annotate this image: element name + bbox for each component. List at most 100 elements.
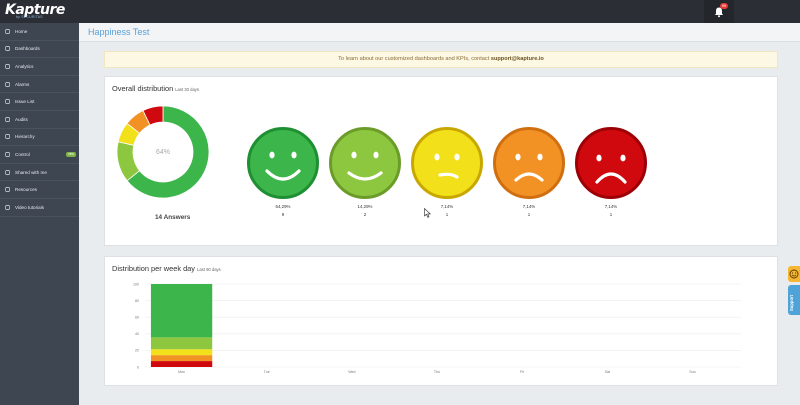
face-count: 9 xyxy=(281,212,285,217)
sidebar-item-label: Audits xyxy=(15,116,28,122)
bar-segment[interactable] xyxy=(150,355,213,362)
sidebar-item-label: Analytics xyxy=(15,63,34,69)
sidebar-item-control[interactable]: Control new xyxy=(0,146,79,164)
x-tick-label: Tue xyxy=(264,370,270,374)
notice-text: To learn about our customized dashboards… xyxy=(338,56,491,62)
sidebar-item-label: Resources xyxy=(15,187,37,193)
very-sad-face-icon[interactable] xyxy=(575,127,647,199)
info-notice: To learn about our customized dashboards… xyxy=(104,51,778,68)
sidebar-item-label: Video tutorials xyxy=(15,204,45,210)
face-percentage: 64,29% xyxy=(275,204,291,209)
sidebar-item-label: Dashboards xyxy=(15,46,40,52)
face-count: 1 xyxy=(445,212,449,217)
weekday-bar-chart: 0 20 40 60 80 100 Mon Tue Wed Thu Fri Sat Sun xyxy=(133,282,741,374)
bar-segment[interactable] xyxy=(150,349,213,356)
control-icon xyxy=(5,152,10,157)
answers-count: 14 Answers xyxy=(155,214,191,221)
face-column: 14,29% 2 xyxy=(325,127,405,217)
donut-chart: 64% xyxy=(116,105,210,199)
sidebar-item-home[interactable]: Home xyxy=(0,23,79,41)
bar-segment[interactable] xyxy=(150,284,213,338)
bell-icon xyxy=(715,7,723,17)
sidebar-item-hierarchy[interactable]: Hierarchy xyxy=(0,129,79,147)
sidebar-item-label: Hierarchy xyxy=(15,134,35,140)
happy-face-icon[interactable] xyxy=(329,127,401,199)
notification-badge: 99 xyxy=(720,3,728,9)
y-tick-label: 60 xyxy=(135,316,139,320)
face-count: 1 xyxy=(527,212,531,217)
list-icon xyxy=(5,99,10,104)
donut-slice[interactable] xyxy=(126,105,210,199)
bar-segment[interactable] xyxy=(150,361,213,367)
weekday-distribution-subtitle: Last 90 days xyxy=(196,267,221,272)
sad-face-icon[interactable] xyxy=(493,127,565,199)
alarm-icon xyxy=(5,81,10,87)
app-logo-subtitle: by SECURITAS xyxy=(16,15,43,19)
sidebar-item-video-tutorials[interactable]: Video tutorials xyxy=(0,199,79,217)
sidebar-item-shared-with-me[interactable]: Shared with me xyxy=(0,164,79,182)
card-title-text: Overall distribution xyxy=(112,84,174,93)
mouse-cursor-icon xyxy=(424,208,432,218)
hierarchy-icon xyxy=(5,134,10,140)
sidebar-item-label: Issue List xyxy=(15,99,35,105)
page-title: Happiness Test xyxy=(88,27,150,37)
face-percentage: 7,14% xyxy=(604,204,618,209)
face-percentage: 7,14% xyxy=(522,204,536,209)
face-count: 1 xyxy=(609,212,613,217)
y-tick-label: 40 xyxy=(135,332,139,336)
x-tick-label: Mon xyxy=(178,370,185,374)
sidebar-item-alarms[interactable]: Alarms xyxy=(0,76,79,94)
face-column: 64,29% 9 xyxy=(243,127,323,217)
weekday-distribution-title: Distribution per week day Last 90 days xyxy=(112,264,221,273)
face-count: 2 xyxy=(363,212,367,217)
y-tick-label: 80 xyxy=(135,299,139,303)
y-tick-label: 20 xyxy=(135,349,139,353)
donut-slice[interactable] xyxy=(142,105,164,126)
chart-icon xyxy=(5,46,10,52)
sidebar-item-label: Home xyxy=(15,28,28,34)
face-column: 7,14% 1 xyxy=(571,127,651,217)
app-logo[interactable]: Kapture xyxy=(5,2,65,18)
sidebar-item-analytics[interactable]: Analytics xyxy=(0,58,79,76)
sidebar-item-label: Shared with me xyxy=(15,169,47,175)
y-tick-label: 0 xyxy=(137,365,139,369)
face-column: 7,14% 1 xyxy=(407,127,487,217)
page-header: Happiness Test xyxy=(79,23,800,42)
weekday-distribution-card: Distribution per week day Last 90 days 0 2… xyxy=(104,256,778,386)
sidebar-item-dashboards[interactable]: Dashboards xyxy=(0,41,79,59)
card-title-text: Distribution per week day xyxy=(112,264,195,273)
y-tick-label: 100 xyxy=(133,282,139,286)
top-bar: Kapture by SECURITAS 99 xyxy=(0,0,800,23)
support-label: Support xyxy=(789,294,794,311)
video-icon xyxy=(5,204,10,210)
sidebar-item-issue-list[interactable]: Issue List xyxy=(0,93,79,111)
x-tick-label: Sun xyxy=(689,370,695,374)
bar-segment[interactable] xyxy=(150,337,213,350)
support-tab[interactable]: Support xyxy=(788,285,800,315)
overall-distribution-card: Overall distribution Last 30 days 64% 14 … xyxy=(104,76,778,246)
face-column: 7,14% 1 xyxy=(489,127,569,217)
audit-icon xyxy=(5,116,10,122)
notifications-button[interactable]: 99 xyxy=(704,0,734,23)
smile-icon xyxy=(789,269,799,279)
sidebar-item-label: Alarms xyxy=(15,81,30,87)
x-tick-label: Sat xyxy=(605,370,610,374)
sidebar-item-label: Control xyxy=(15,151,30,157)
new-badge: new xyxy=(66,152,76,158)
home-icon xyxy=(5,28,10,34)
sidebar-item-audits[interactable]: Audits xyxy=(0,111,79,129)
face-percentage: 7,14% xyxy=(440,204,454,209)
share-icon xyxy=(5,169,10,175)
very-happy-face-icon[interactable] xyxy=(247,127,319,199)
resources-icon xyxy=(5,187,10,192)
overall-distribution-subtitle: Last 30 days xyxy=(175,87,199,92)
support-smile-button[interactable] xyxy=(788,266,800,282)
neutral-face-icon[interactable] xyxy=(411,127,483,199)
support-email-link[interactable]: support@kapture.io xyxy=(490,56,544,62)
overall-distribution-title: Overall distribution Last 30 days xyxy=(112,84,199,93)
analytics-icon xyxy=(5,64,10,69)
donut-center-label: 64% xyxy=(156,149,170,156)
sidebar: Home Dashboards Analytics Alarms Issue List A… xyxy=(0,23,79,405)
face-percentage: 14,29% xyxy=(357,204,373,209)
sidebar-item-resources[interactable]: Resources xyxy=(0,181,79,199)
